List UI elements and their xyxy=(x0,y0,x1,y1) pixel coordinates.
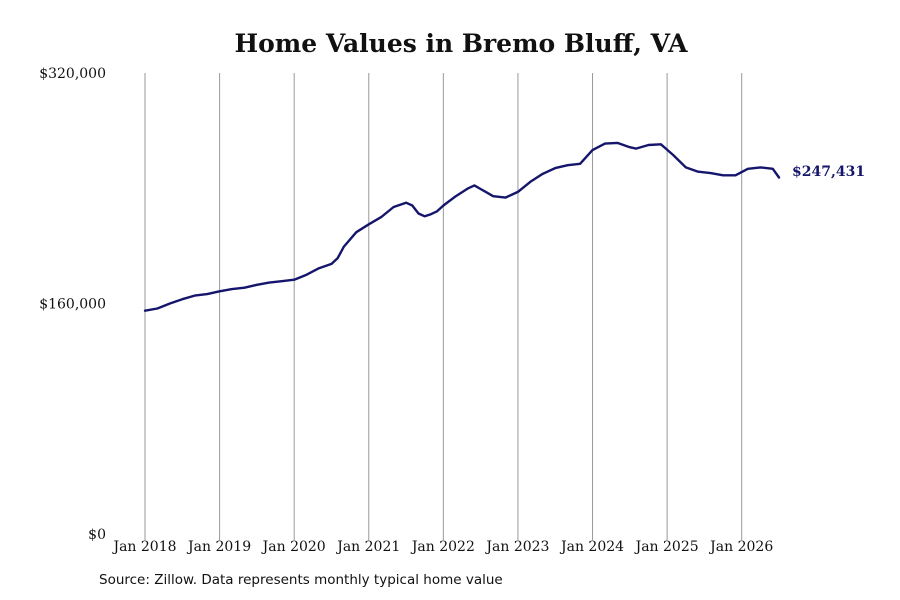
data-point xyxy=(529,180,532,183)
source-note: Source: Zillow. Data represents monthly … xyxy=(99,572,503,588)
x-tick-label: Jan 2022 xyxy=(410,539,475,555)
data-point xyxy=(430,213,432,216)
series-layer xyxy=(143,141,781,312)
data-point xyxy=(442,204,445,207)
data-point xyxy=(330,263,333,265)
x-tick-label: Jan 2019 xyxy=(186,539,251,555)
data-point xyxy=(243,286,246,289)
data-point xyxy=(672,154,675,157)
data-point xyxy=(504,196,507,199)
data-point xyxy=(343,245,345,248)
data-point xyxy=(616,142,619,144)
y-tick-label: $0 xyxy=(88,527,106,543)
data-point xyxy=(473,184,476,187)
data-point xyxy=(193,294,196,297)
data-point xyxy=(206,293,209,295)
data-point xyxy=(417,212,420,215)
x-tick-label: Jan 2026 xyxy=(708,539,773,555)
data-point xyxy=(722,174,724,177)
x-tick-label: Jan 2024 xyxy=(559,539,624,555)
data-point xyxy=(479,188,482,190)
x-axis-ticks: Jan 2018 Jan 2019 Jan 2020 Jan 2021 Jan 2022… xyxy=(111,539,773,555)
data-point xyxy=(566,164,569,167)
data-point xyxy=(411,204,414,207)
data-point xyxy=(231,288,233,290)
x-tick-label: Jan 2023 xyxy=(484,539,549,555)
x-tick-label: Jan 2018 xyxy=(111,539,176,555)
data-point xyxy=(256,283,258,286)
data-point xyxy=(628,146,631,149)
data-point xyxy=(156,307,159,310)
data-point xyxy=(734,174,737,177)
data-point xyxy=(604,142,606,145)
data-point xyxy=(647,144,650,146)
vertical-gridlines xyxy=(144,73,743,540)
x-tick-label: Jan 2020 xyxy=(261,539,326,555)
data-point xyxy=(591,149,594,152)
data-point xyxy=(467,187,470,190)
data-point xyxy=(747,167,749,170)
data-point xyxy=(436,210,438,213)
data-point xyxy=(660,143,662,146)
data-point xyxy=(517,191,519,193)
end-value-label: $247,431 xyxy=(792,164,865,180)
x-tick-label: Jan 2025 xyxy=(634,539,699,555)
chart-title: Home Values in Bremo Bluff, VA xyxy=(234,29,688,58)
data-point xyxy=(305,273,308,276)
data-point xyxy=(454,195,457,198)
data-point xyxy=(423,215,426,218)
data-point xyxy=(181,298,184,301)
data-point xyxy=(268,281,271,284)
data-point xyxy=(697,170,700,173)
y-tick-label: $320,000 xyxy=(39,66,106,82)
data-point xyxy=(392,206,395,208)
data-point xyxy=(778,176,780,179)
data-point xyxy=(684,166,687,169)
data-point xyxy=(169,302,171,305)
data-point xyxy=(554,167,557,170)
data-point xyxy=(367,223,370,226)
data-point xyxy=(759,166,762,169)
data-point xyxy=(486,191,488,194)
x-tick-label: Jan 2021 xyxy=(335,539,400,555)
data-point xyxy=(771,167,774,170)
data-point xyxy=(318,267,320,270)
data-point xyxy=(635,147,637,150)
data-point xyxy=(355,231,358,234)
data-point xyxy=(293,278,296,281)
y-axis-ticks: $0 $160,000 $320,000 xyxy=(39,66,106,543)
data-point xyxy=(492,195,494,198)
data-point xyxy=(541,172,544,175)
data-point xyxy=(336,257,339,259)
data-point xyxy=(579,162,581,165)
data-point xyxy=(280,280,283,283)
data-point xyxy=(144,309,146,312)
series-line xyxy=(143,141,781,312)
y-tick-label: $160,000 xyxy=(39,297,106,313)
data-point xyxy=(405,201,407,204)
data-point xyxy=(709,172,712,175)
data-point xyxy=(218,290,221,293)
data-point xyxy=(380,216,383,219)
